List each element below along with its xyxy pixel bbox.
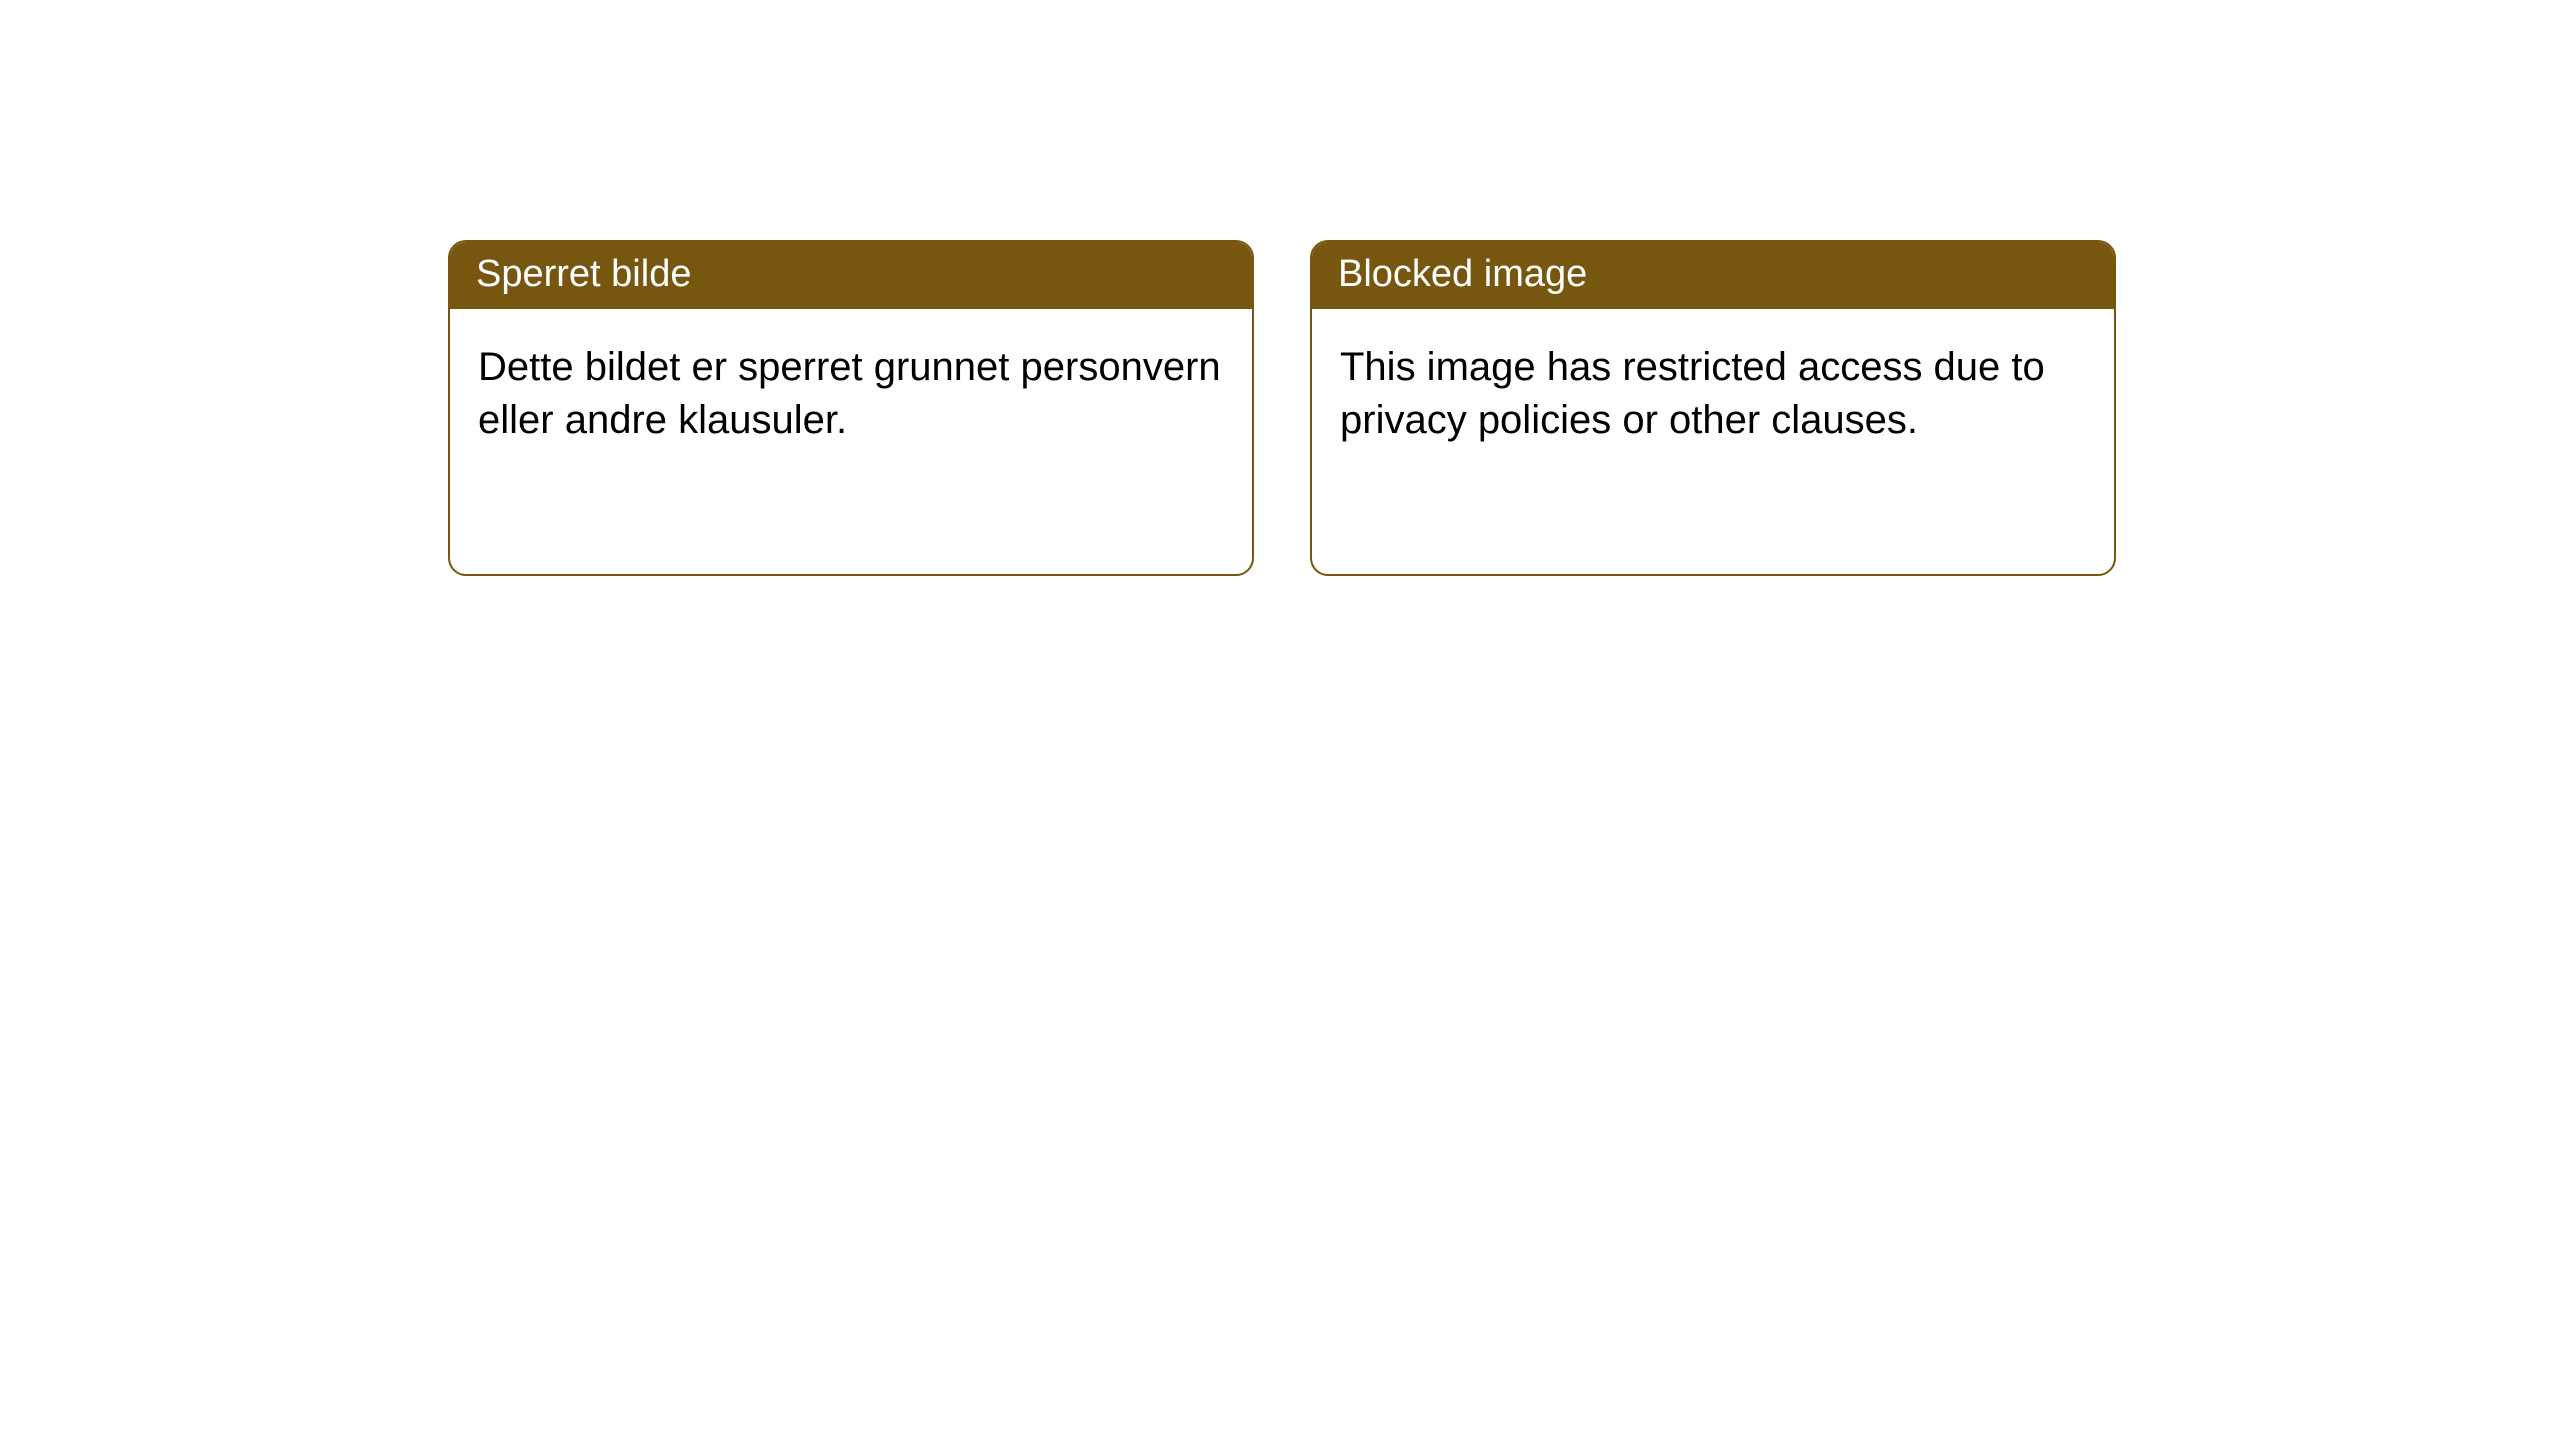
notice-card-english: Blocked image This image has restricted … <box>1310 240 2116 576</box>
notice-body-norwegian: Dette bildet er sperret grunnet personve… <box>450 309 1252 479</box>
notice-title-english: Blocked image <box>1312 242 2114 309</box>
notice-cards-container: Sperret bilde Dette bildet er sperret gr… <box>448 240 2116 576</box>
notice-card-norwegian: Sperret bilde Dette bildet er sperret gr… <box>448 240 1254 576</box>
notice-title-norwegian: Sperret bilde <box>450 242 1252 309</box>
notice-body-english: This image has restricted access due to … <box>1312 309 2114 479</box>
